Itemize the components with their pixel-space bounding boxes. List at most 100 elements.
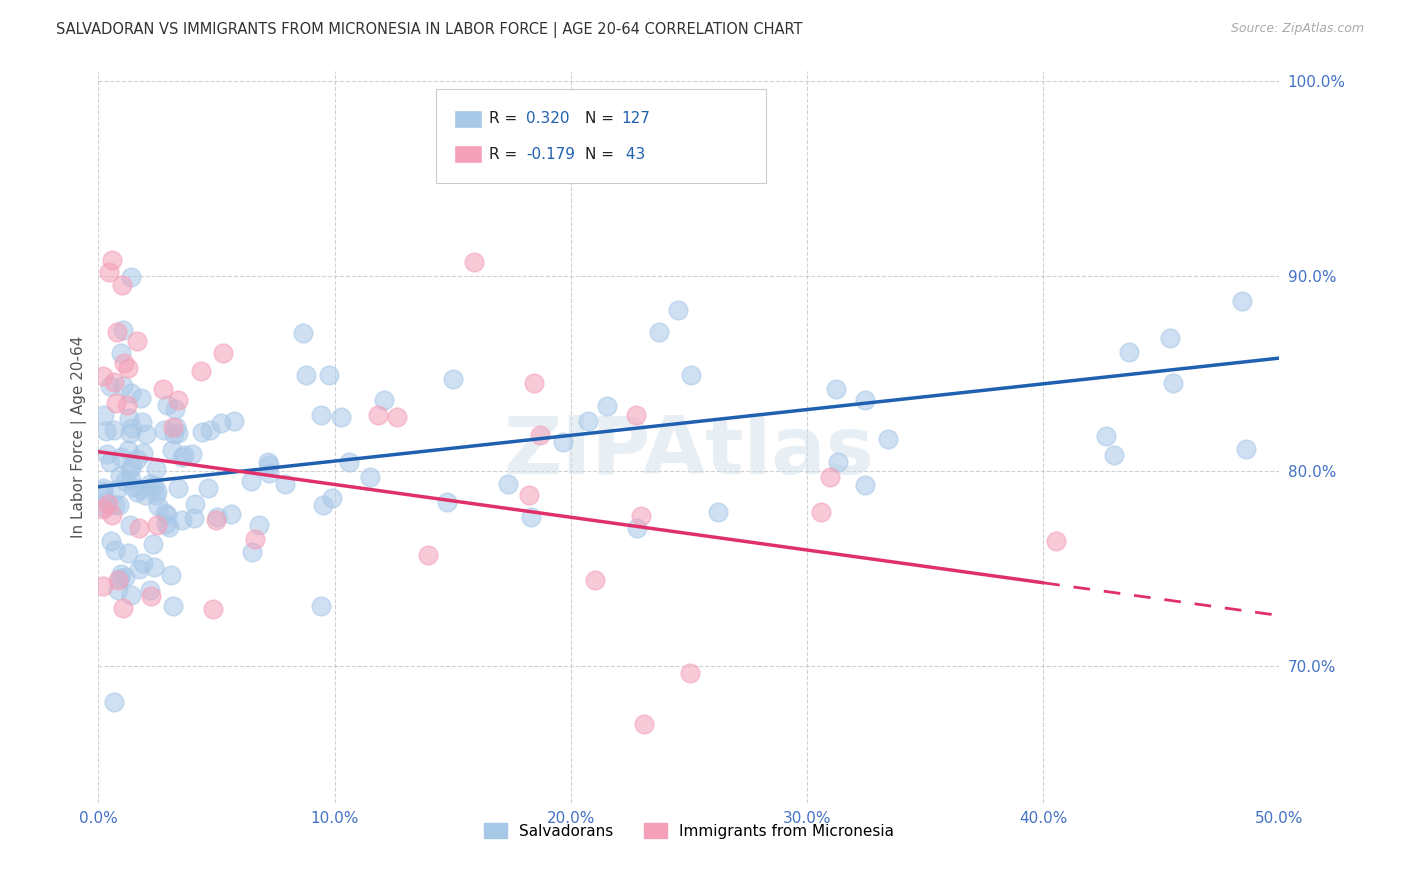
Point [120, 386, 142, 401]
Y-axis label: In Labor Force | Age 20-64: In Labor Force | Age 20-64 [72, 336, 87, 538]
Point [107, 573, 129, 587]
Point [139, 590, 162, 604]
Point [93, 408, 115, 422]
Point [108, 498, 131, 512]
Point [212, 346, 235, 360]
Point [707, 505, 730, 519]
Point [157, 520, 180, 534]
Point [367, 408, 389, 422]
Point [295, 368, 318, 382]
Point [583, 573, 606, 587]
Point [496, 477, 519, 491]
Point [108, 571, 131, 585]
Point [173, 448, 195, 462]
Point [626, 521, 648, 535]
Point [167, 425, 190, 440]
Point [576, 414, 599, 428]
Point [162, 599, 184, 614]
Point [104, 499, 127, 513]
Point [180, 447, 202, 461]
Point [1230, 294, 1253, 309]
Point [183, 511, 205, 525]
Point [681, 368, 703, 383]
Point [91, 484, 114, 499]
Point [257, 455, 280, 469]
Point [1234, 442, 1257, 456]
Point [416, 549, 439, 563]
Point [139, 476, 162, 491]
Point [139, 583, 162, 598]
Point [853, 392, 876, 407]
Text: R =: R = [489, 147, 523, 161]
Point [114, 570, 136, 584]
Point [112, 601, 135, 615]
Point [101, 508, 124, 523]
Point [143, 560, 166, 574]
Text: N =: N = [585, 147, 619, 161]
Point [143, 478, 166, 492]
Point [337, 455, 360, 469]
Text: ZIPAtlas: ZIPAtlas [503, 413, 875, 491]
Point [145, 462, 167, 476]
Point [132, 556, 155, 570]
Point [167, 393, 190, 408]
Point [128, 521, 150, 535]
Point [94, 425, 117, 439]
Text: -0.179: -0.179 [526, 147, 575, 161]
Point [1095, 428, 1118, 442]
Text: SALVADORAN VS IMMIGRANTS FROM MICRONESIA IN LABOR FORCE | AGE 20-64 CORRELATION : SALVADORAN VS IMMIGRANTS FROM MICRONESIA… [56, 22, 803, 38]
Point [517, 488, 540, 502]
Point [624, 408, 647, 422]
Point [520, 509, 543, 524]
Point [330, 409, 353, 424]
Point [666, 302, 689, 317]
Point [679, 666, 702, 681]
Legend: Salvadorans, Immigrants from Micronesia: Salvadorans, Immigrants from Micronesia [477, 815, 901, 847]
Point [257, 458, 280, 472]
Point [205, 512, 228, 526]
Point [152, 382, 174, 396]
Point [91, 502, 114, 516]
Point [125, 334, 148, 349]
Point [110, 450, 132, 464]
Point [118, 411, 141, 425]
Point [94, 493, 117, 508]
Point [91, 579, 114, 593]
Point [170, 450, 193, 464]
Point [190, 364, 212, 378]
Point [553, 435, 575, 450]
Point [1102, 448, 1125, 462]
Point [243, 532, 266, 546]
Point [146, 499, 169, 513]
Point [104, 542, 127, 557]
Point [114, 474, 136, 488]
Point [153, 507, 176, 521]
Point [120, 588, 142, 602]
Point [120, 270, 142, 285]
Point [876, 432, 898, 446]
Point [648, 325, 671, 339]
Point [385, 409, 408, 424]
Point [142, 536, 165, 550]
Point [170, 513, 193, 527]
Point [97, 265, 120, 279]
Point [633, 717, 655, 731]
Point [160, 442, 183, 457]
Point [134, 488, 156, 502]
Point [240, 545, 263, 559]
Point [104, 396, 127, 410]
Point [855, 478, 877, 492]
Point [128, 562, 150, 576]
Point [91, 368, 114, 383]
Point [108, 469, 131, 483]
Point [219, 508, 242, 522]
Point [103, 375, 125, 389]
Point [292, 326, 315, 340]
Point [131, 415, 153, 429]
Point [596, 399, 619, 413]
Point [145, 488, 167, 502]
Point [224, 414, 246, 428]
Point [120, 472, 142, 486]
Text: 0.320: 0.320 [526, 112, 569, 126]
Point [121, 480, 143, 494]
